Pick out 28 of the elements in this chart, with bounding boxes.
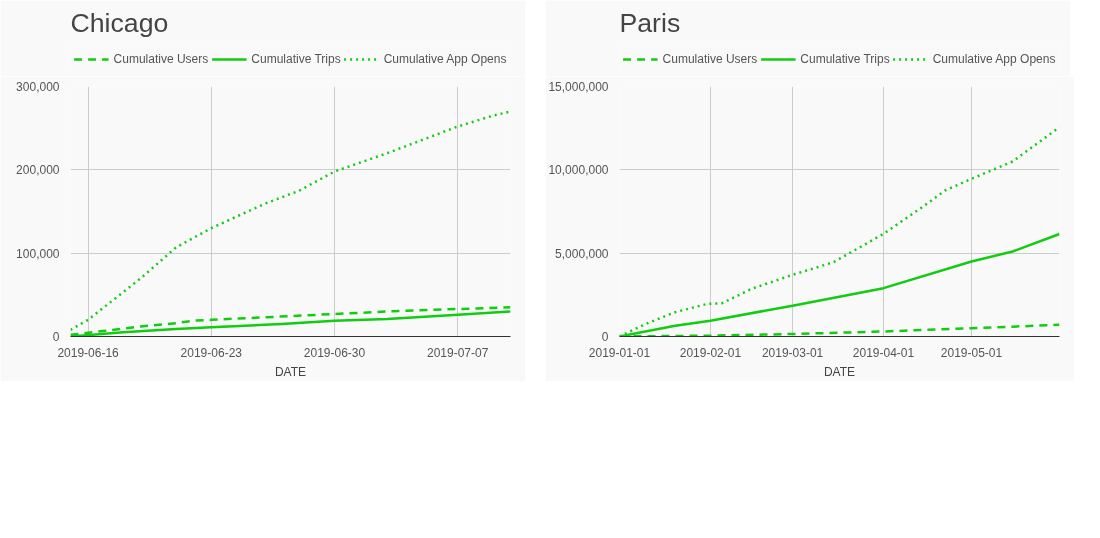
y-tick-label: 0 (601, 330, 609, 344)
x-tick-label: 2019-05-01 (940, 345, 1003, 360)
y-tick-label: 300,000 (16, 80, 60, 94)
x-tick-label: 2019-03-01 (761, 345, 824, 360)
legend-label: Cumulative Trips (800, 52, 890, 66)
y-tick-label: 100,000 (16, 246, 60, 261)
x-tick-label: 2019-06-16 (57, 345, 120, 360)
y-tick-label: 15,000,000 (548, 80, 609, 94)
chart-title: Chicago (70, 7, 169, 38)
x-tick-label: 2019-02-01 (679, 345, 742, 360)
x-axis-title: DATE (274, 364, 307, 379)
x-tick-label: 2019-04-01 (852, 345, 915, 360)
legend-label: Cumulative Users (113, 52, 209, 66)
x-axis-title: DATE (823, 364, 856, 379)
y-tick-label: 200,000 (16, 163, 60, 178)
y-tick-label: 0 (52, 330, 60, 344)
x-tick-label: 2019-06-30 (303, 345, 366, 360)
x-tick-label: 2019-06-23 (180, 345, 243, 360)
legend-label: Cumulative Users (662, 52, 758, 66)
y-tick-label: 5,000,000 (555, 246, 609, 261)
line-series (70, 110, 511, 332)
legend-label: Cumulative App Opens (932, 52, 1056, 66)
x-tick-label: 2019-01-01 (588, 345, 651, 360)
legend-label: Cumulative Trips (251, 52, 341, 66)
x-tick-label: 2019-07-07 (427, 345, 489, 360)
legend-label: Cumulative App Opens (383, 52, 507, 66)
y-tick-label: 10,000,000 (548, 163, 609, 178)
chart-title: Paris (619, 7, 681, 38)
